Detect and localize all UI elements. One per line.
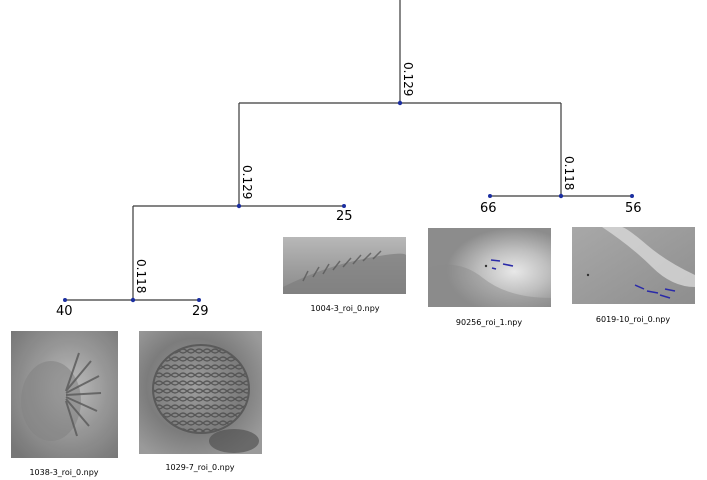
roi-thumbnail-1004-3 [283,237,406,294]
roi-thumbnail-1029-7 [139,331,262,454]
node-right [558,193,564,199]
roi-thumbnail-1038-3 [11,331,118,458]
roi-filename-6019-10: 6019-10_roi_0.npy [595,315,671,324]
leaf-count-29: 29 [192,304,209,319]
split-distance-root: 0.129 [401,62,415,97]
leaf-node-40 [63,298,67,302]
node-left-left [130,297,136,303]
annotation-marks [490,259,514,270]
ridge-edge-image [283,237,406,294]
leaf-count-66: 66 [480,201,497,216]
roi-filename-90256: 90256_roi_1.npy [455,318,523,327]
split-distance-left-left: 0.118 [134,259,148,294]
roi-filename-1004-3: 1004-3_roi_0.npy [310,304,380,313]
leaf-count-25: 25 [336,209,353,224]
leaf-node-29 [197,298,201,302]
mesh-cells-image [139,331,262,454]
node-root [397,100,403,106]
leaf-node-66 [488,194,492,198]
split-distance-right: 0.118 [562,156,576,191]
leaf-count-56: 56 [625,201,642,216]
radial-cells-image [11,331,118,458]
split-distance-left: 0.129 [240,165,254,200]
leaf-count-40: 40 [56,304,73,319]
bright-blob-image [428,228,551,307]
roi-thumbnail-90256 [428,228,551,307]
node-left [236,203,242,209]
roi-filename-1029-7: 1029-7_roi_0.npy [165,463,235,472]
roi-filename-1038-3: 1038-3_roi_0.npy [29,468,99,477]
diagonal-band-image [572,227,695,304]
annotation-marks [634,284,676,299]
dendrogram-nodes [63,100,634,303]
leaf-node-56 [630,194,634,198]
leaf-node-25 [342,204,346,208]
roi-thumbnail-6019-10 [572,227,695,304]
